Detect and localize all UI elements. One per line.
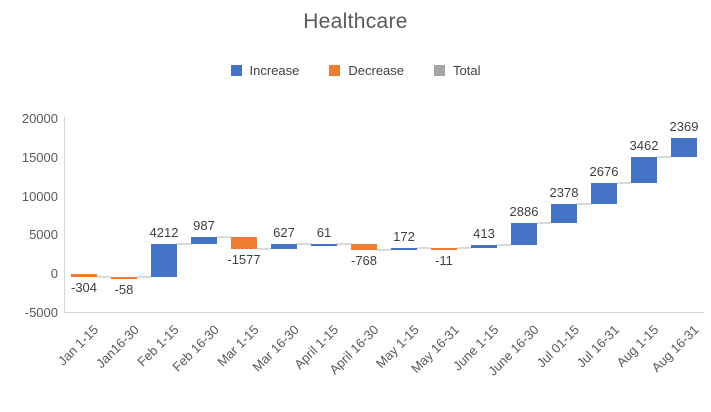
total-swatch-icon: [434, 65, 446, 76]
legend-label-total: Total: [453, 63, 481, 78]
connector-9: [457, 247, 471, 250]
legend-item-increase: Increase: [230, 63, 300, 78]
bar-jul-16-31: [591, 183, 617, 205]
y-tick-0: 0: [50, 266, 58, 282]
connector-6: [337, 242, 351, 245]
connector-11: [537, 221, 551, 224]
data-label-aug-16-31: 2369: [669, 119, 699, 135]
bar-may-1-15: [391, 248, 417, 251]
connector-14: [657, 155, 671, 158]
data-label-feb-1-15: 4212: [149, 225, 179, 241]
connector-7: [377, 248, 391, 251]
data-label-june-1-15: 413: [473, 226, 495, 242]
connector-12: [577, 203, 591, 206]
plot-area: [64, 117, 704, 313]
bar-aug-16-31: [671, 138, 697, 157]
data-label-jul-16-31: 2676: [589, 164, 619, 180]
legend-item-total: Total: [434, 63, 480, 78]
connector-3: [217, 235, 231, 238]
data-label-mar-1-15: -1577: [227, 251, 261, 267]
bar-jan16-30: [111, 276, 137, 279]
y-tick-20000: 20000: [21, 111, 58, 126]
bar-june-1-15: [471, 245, 497, 249]
increase-swatch-icon: [230, 65, 242, 76]
bar-jul-01-15: [551, 204, 577, 223]
legend-label-increase: Increase: [249, 63, 300, 78]
data-label-june-16-30: 2886: [509, 203, 539, 219]
bar-april-1-15: [311, 243, 337, 246]
data-label-jan16-30: -58: [114, 281, 134, 297]
data-label-aug-1-15: 3462: [629, 137, 659, 153]
connector-13: [617, 182, 631, 185]
bar-feb-1-15: [151, 244, 177, 277]
bar-june-16-30: [511, 222, 537, 246]
connector-5: [297, 243, 311, 246]
x-label-jul-01-15: Jul 01-15: [533, 322, 582, 371]
data-label-jul-01-15: 2378: [549, 185, 579, 201]
bar-aug-1-15: [631, 156, 657, 184]
legend-item-decrease: Decrease: [329, 63, 404, 78]
legend: Increase Decrease Total: [0, 63, 711, 78]
y-tick-10000: 10000: [21, 188, 58, 204]
data-label-may-16-31: -11: [435, 253, 453, 269]
connector-2: [177, 243, 191, 246]
bar-feb-16-30: [191, 236, 217, 245]
bar-april-16-30: [351, 243, 377, 250]
connector-1: [137, 276, 151, 278]
y-tick-15000: 15000: [21, 149, 58, 165]
data-label-mar-16-30: 627: [273, 225, 295, 241]
y-tick--5000: -5000: [24, 305, 58, 320]
bar-mar-1-15: [231, 236, 257, 249]
decrease-swatch-icon: [329, 65, 341, 76]
y-tick-5000: 5000: [29, 227, 58, 243]
connector-0: [97, 275, 111, 278]
connector-8: [417, 247, 431, 250]
legend-label-decrease: Decrease: [348, 63, 405, 78]
data-label-feb-16-30: 987: [193, 217, 215, 233]
chart-title: Healthcare: [303, 10, 408, 33]
data-label-april-1-15: 61: [316, 224, 332, 240]
bar-mar-16-30: [271, 244, 297, 249]
data-label-april-16-30: -768: [350, 252, 378, 268]
data-label-jan-1-15: -304: [70, 279, 98, 295]
connector-10: [497, 244, 511, 247]
x-label-jan16-30: Jan16-30: [92, 322, 142, 371]
data-label-may-1-15: 172: [393, 229, 415, 245]
x-label-jul-16-31: Jul 16-31: [573, 322, 622, 371]
bar-may-16-31: [431, 248, 457, 251]
bar-jan-1-15: [71, 274, 97, 277]
connector-4: [257, 247, 271, 250]
